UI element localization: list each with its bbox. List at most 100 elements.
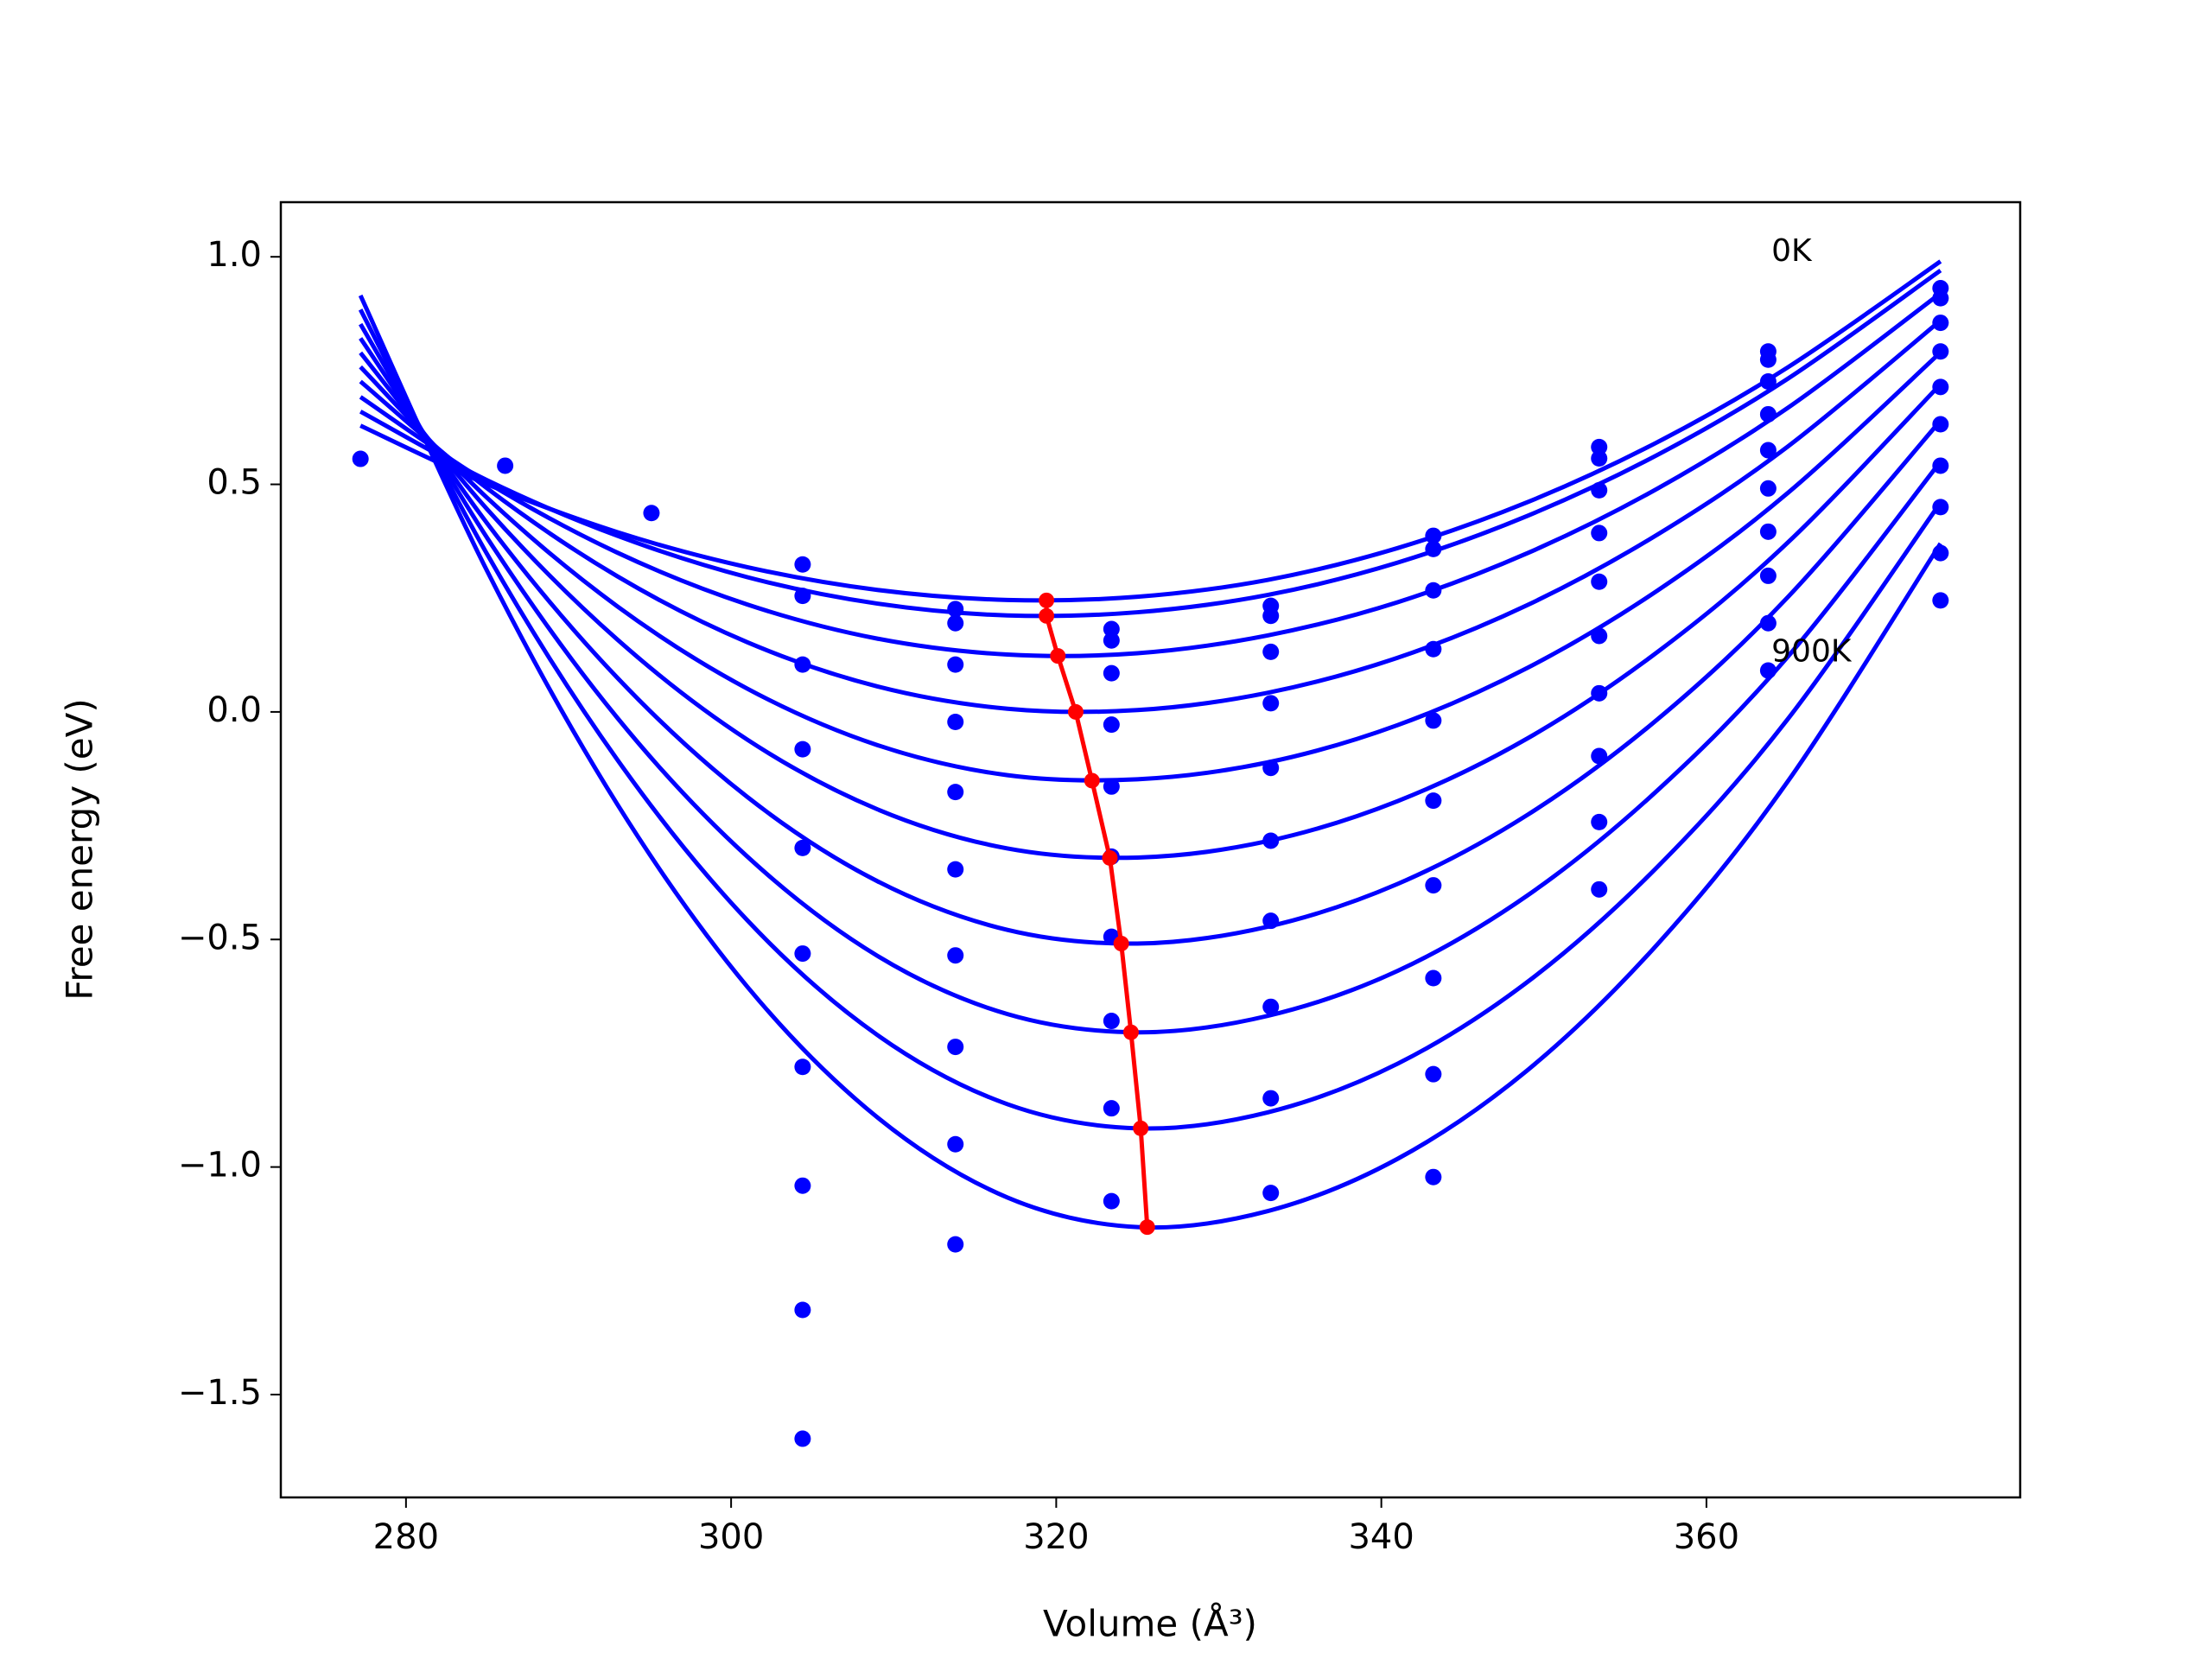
y-axis-label: Free energy (eV) — [59, 698, 101, 1001]
point — [947, 947, 964, 964]
marker — [1084, 772, 1100, 789]
point — [1759, 442, 1777, 459]
point — [1591, 573, 1608, 590]
point — [794, 556, 811, 573]
annotation: 900K — [1771, 633, 1853, 669]
point — [1591, 438, 1608, 455]
marker — [1102, 849, 1118, 866]
x-tick-label: 320 — [1023, 1517, 1089, 1557]
point — [1932, 499, 1949, 516]
point — [1425, 877, 1442, 894]
point — [1425, 1168, 1442, 1185]
point — [794, 945, 811, 963]
marker — [1139, 1219, 1155, 1236]
point — [1759, 373, 1777, 391]
point — [794, 1177, 811, 1194]
line — [359, 337, 1942, 946]
point — [1262, 643, 1280, 660]
plot-frame — [279, 200, 2022, 1499]
point — [1425, 969, 1442, 987]
point — [1932, 315, 1949, 332]
point — [947, 656, 964, 673]
marker — [1067, 703, 1084, 720]
point — [1932, 416, 1949, 433]
point — [1591, 880, 1608, 898]
line — [359, 350, 1942, 783]
point — [1759, 480, 1777, 497]
marker — [1050, 648, 1066, 664]
point — [1932, 289, 1949, 307]
marker — [1113, 936, 1129, 952]
line — [1044, 600, 1150, 1228]
point — [1103, 620, 1120, 638]
point — [1591, 450, 1608, 467]
point — [1103, 632, 1120, 649]
point — [1591, 747, 1608, 765]
point — [1932, 457, 1949, 474]
y-tick-label: −1.0 — [178, 1146, 262, 1185]
point — [1932, 343, 1949, 360]
point — [1262, 760, 1280, 777]
marker — [1122, 1024, 1139, 1040]
point — [1262, 832, 1280, 849]
point — [794, 839, 811, 856]
line — [359, 291, 1942, 658]
marker — [1039, 592, 1055, 608]
x-tick-label: 300 — [698, 1517, 764, 1557]
point — [1932, 378, 1949, 396]
point — [1103, 1100, 1120, 1117]
point — [1425, 1065, 1442, 1083]
x-tick-label: 360 — [1674, 1517, 1739, 1557]
point — [947, 861, 964, 878]
point — [947, 1236, 964, 1253]
line — [358, 294, 1942, 1230]
point — [1932, 544, 1949, 562]
marker — [1133, 1120, 1149, 1136]
line — [359, 319, 1942, 715]
point — [794, 588, 811, 605]
point — [947, 784, 964, 801]
point — [947, 601, 964, 618]
point — [1591, 627, 1608, 645]
point — [1759, 405, 1777, 423]
y-tick-label: −1.5 — [178, 1373, 262, 1413]
line — [359, 351, 1942, 861]
point — [1425, 640, 1442, 658]
point — [1425, 712, 1442, 729]
point — [1103, 1192, 1120, 1210]
point — [1103, 778, 1120, 795]
point — [794, 741, 811, 758]
x-tick-label: 340 — [1348, 1517, 1414, 1557]
point — [1425, 792, 1442, 810]
x-tick-label: 280 — [373, 1517, 439, 1557]
y-tick-label: 0.0 — [207, 690, 262, 730]
point — [1759, 523, 1777, 540]
point — [1103, 664, 1120, 682]
point — [1759, 614, 1777, 632]
point — [1425, 582, 1442, 599]
y-tick-label: 1.0 — [207, 235, 262, 275]
point — [794, 656, 811, 673]
plot-area — [352, 259, 1949, 1447]
y-tick-label: 0.5 — [207, 463, 262, 503]
marker — [1039, 607, 1055, 624]
point — [1262, 1090, 1280, 1107]
point — [1932, 592, 1949, 609]
point — [1759, 662, 1777, 679]
y-tick-label: −0.5 — [178, 918, 262, 957]
point — [947, 1135, 964, 1153]
point — [352, 450, 369, 467]
point — [1262, 1185, 1280, 1202]
point — [794, 1430, 811, 1447]
point — [947, 1039, 964, 1056]
point — [1425, 540, 1442, 557]
point — [1262, 912, 1280, 930]
annotation: 0K — [1771, 233, 1813, 269]
line — [358, 308, 1942, 1131]
point — [497, 457, 514, 474]
point — [1591, 481, 1608, 499]
point — [1759, 567, 1777, 584]
point — [947, 614, 964, 632]
point — [1262, 607, 1280, 625]
